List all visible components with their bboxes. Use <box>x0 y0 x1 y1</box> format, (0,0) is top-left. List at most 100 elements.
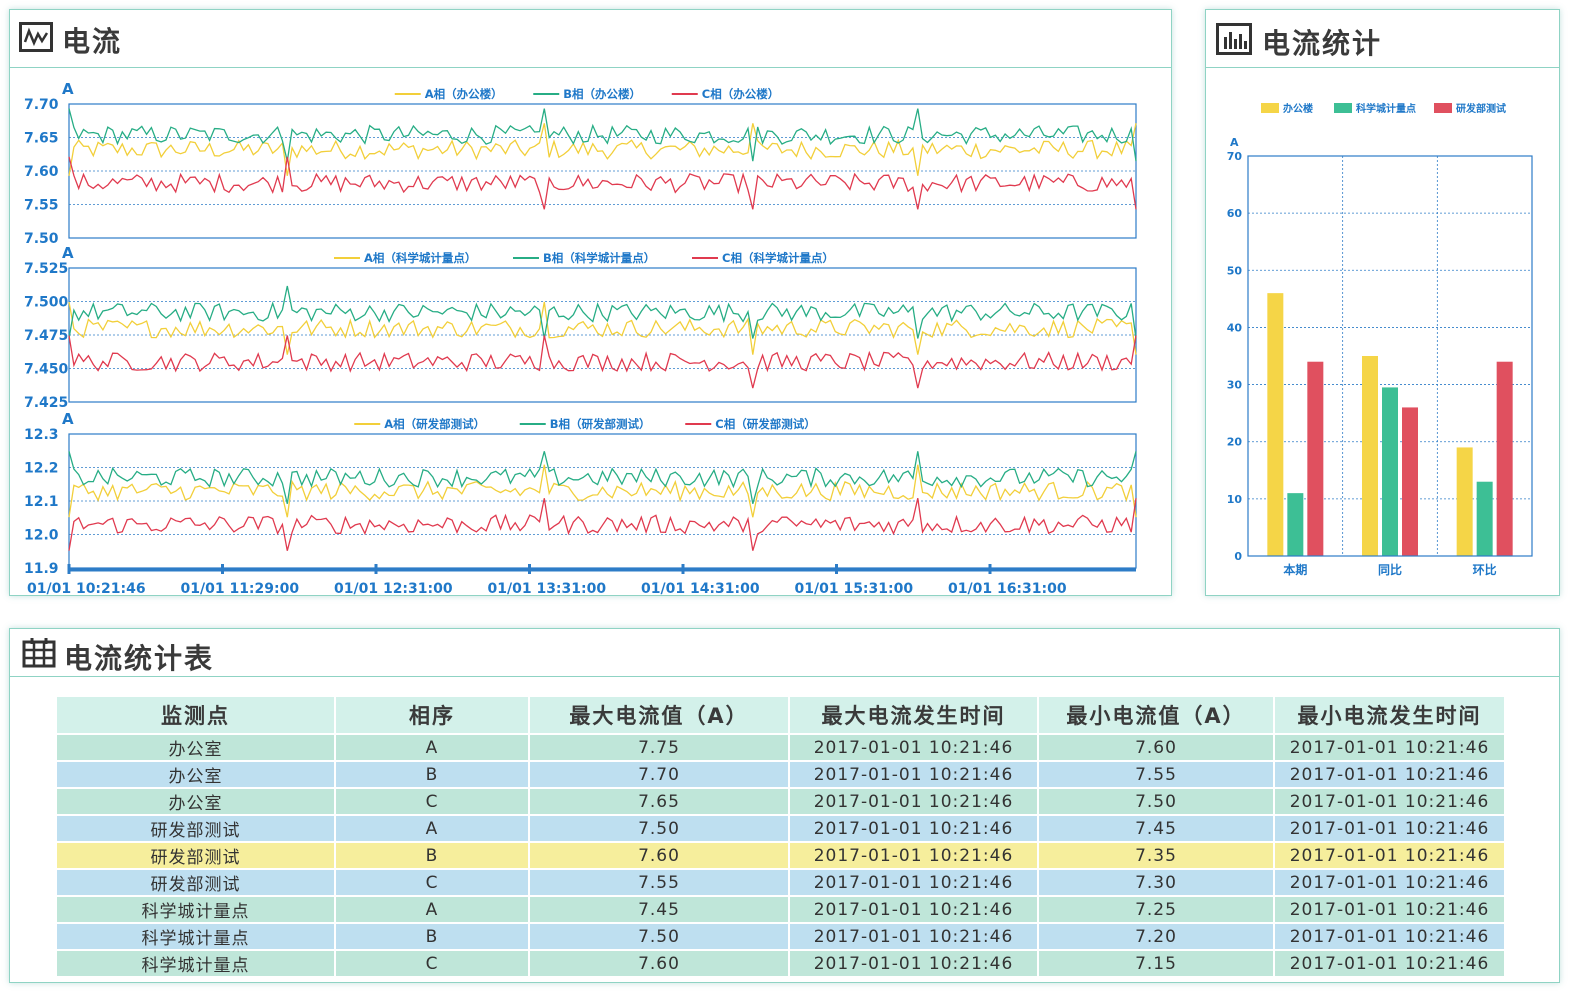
cell-phase: C <box>335 868 530 896</box>
cell-phase: C <box>335 787 530 815</box>
cell-monitor-point: 科学城计量点 <box>57 922 336 950</box>
chart-legend: A相（科学城计量点） B相（科学城计量点） C相（科学城计量点） <box>334 251 834 265</box>
cell-monitor-point: 科学城计量点 <box>57 895 336 923</box>
cell-max-current: 7.50 <box>529 814 790 842</box>
legend-label: C相（科学城计量点） <box>722 251 834 265</box>
cell-min-current: 7.25 <box>1038 895 1275 923</box>
cell-monitor-point: 办公室 <box>57 733 336 761</box>
series-line-c <box>68 156 1137 210</box>
series-line-a <box>68 301 1137 355</box>
bar-chart-icon <box>1216 23 1252 55</box>
table-row: 研发部测试 A 7.50 2017-01-01 10:21:46 7.45 2017-01… <box>57 814 1504 842</box>
series-line-b <box>68 451 1137 504</box>
cell-max-time: 2017-01-01 10:21:46 <box>789 787 1039 815</box>
table-row: 办公室 C 7.65 2017-01-01 10:21:46 7.50 2017-01-0… <box>57 787 1504 815</box>
table-panel-title: 电流统计表 <box>64 642 215 675</box>
y-tick-label: 7.450 <box>24 362 69 378</box>
bar-本期-办公楼 <box>1267 293 1284 556</box>
x-category-label: 环比 <box>1473 562 1497 577</box>
x-tick-label: 01/01 13:31:00 <box>488 581 607 595</box>
cell-monitor-point: 研发部测试 <box>57 841 336 869</box>
line-chart-2: A7.525 7.500 7.475 7.450 7.425 A相（科学城计量点） B相（科… <box>24 244 1137 411</box>
table-panel-header: 电流统计表 <box>10 629 1559 677</box>
y-tick-label: 7.525 <box>24 261 68 277</box>
cell-monitor-point: 办公室 <box>57 760 336 788</box>
y-tick-label: 12.1 <box>24 494 59 510</box>
legend-label: B相（科学城计量点） <box>543 251 655 265</box>
bar-同比-办公楼 <box>1362 356 1378 556</box>
table-icon <box>22 638 56 668</box>
table-row: 研发部测试 C 7.55 2017-01-01 10:21:46 7.30 2017-01… <box>57 868 1504 896</box>
y-tick-label: 7.70 <box>24 97 59 113</box>
header-max-time: 最大电流发生时间 <box>789 697 1039 734</box>
cell-min-current: 7.45 <box>1038 814 1275 842</box>
current-stats-table: 监测点 相序 最大电流值（A） 最大电流发生时间 最小电流值（A） 最小电流发生… <box>57 697 1504 976</box>
cell-max-current: 7.75 <box>529 733 790 761</box>
cell-min-time: 2017-01-01 10:21:46 <box>1274 841 1504 869</box>
table-row: 办公室 A 7.75 2017-01-01 10:21:46 7.60 2017-01-0… <box>57 733 1504 761</box>
cell-max-time: 2017-01-01 10:21:46 <box>789 841 1039 869</box>
y-tick-label: 10 <box>1227 493 1243 506</box>
y-tick-label: 70 <box>1227 150 1243 163</box>
legend-label: B相（研发部测试） <box>550 417 651 431</box>
header-min-time: 最小电流发生时间 <box>1274 697 1504 734</box>
x-tick-mark <box>988 564 992 574</box>
y-tick-label: 11.9 <box>24 561 59 577</box>
cell-min-current: 7.35 <box>1038 841 1275 869</box>
line-chart-3: A12.3 12.2 12.1 12.0 11.9 A相（研发部测试） B相（研发部测试） C… <box>24 410 1137 577</box>
bar-同比-研发部测试 <box>1402 407 1418 556</box>
x-tick-label: 01/01 10:21:46 <box>27 581 146 595</box>
table-row: 办公室 B 7.70 2017-01-01 10:21:46 7.55 2017-01-0… <box>57 760 1504 788</box>
y-unit-label: A <box>62 80 74 98</box>
table-row: 科学城计量点 B 7.50 2017-01-01 10:21:46 7.20 2017-0… <box>57 922 1504 950</box>
y-tick-label: 12.2 <box>24 461 59 477</box>
cell-min-time: 2017-01-01 10:21:46 <box>1274 922 1504 950</box>
cell-max-current: 7.65 <box>529 787 790 815</box>
table-row: 科学城计量点 A 7.45 2017-01-01 10:21:46 7.25 2017-0… <box>57 895 1504 923</box>
legend-label: 办公楼 <box>1283 102 1313 115</box>
cell-phase: C <box>335 949 530 976</box>
cell-max-time: 2017-01-01 10:21:46 <box>789 868 1039 896</box>
cell-max-time: 2017-01-01 10:21:46 <box>789 949 1039 976</box>
cell-min-current: 7.30 <box>1038 868 1275 896</box>
y-tick-label: 7.60 <box>24 164 59 180</box>
y-unit-label: A <box>62 410 74 428</box>
table-row-highlighted[interactable]: 研发部测试 B 7.60 2017-01-01 10:21:46 7.35 2017-01… <box>57 841 1504 869</box>
y-tick-label: 7.500 <box>24 295 69 311</box>
cell-min-current: 7.50 <box>1038 787 1275 815</box>
header-monitor-point: 监测点 <box>57 697 336 734</box>
x-tick-label: 01/01 12:31:00 <box>334 581 453 595</box>
stats-panel-title: 电流统计 <box>1262 27 1383 60</box>
bar-环比-办公楼 <box>1456 447 1473 556</box>
cell-monitor-point: 研发部测试 <box>57 814 336 842</box>
x-tick-label: 01/01 16:31:00 <box>948 581 1067 595</box>
table-panel: 电流统计表 监测点 相序 最大电流值（A） 最大电流发生时间 最小电流值（A） … <box>9 628 1560 983</box>
y-tick-label: 12.3 <box>24 427 59 443</box>
y-tick-label: 7.425 <box>24 395 68 411</box>
x-tick-mark <box>528 564 531 574</box>
y-tick-label: 30 <box>1227 379 1243 392</box>
stats-panel: 电流统计 办公楼 科学城计量点 研发部测试 A 70 60 50 40 30 20 10 0 本期 同比 环… <box>1205 9 1560 596</box>
cell-max-current: 7.60 <box>529 949 790 976</box>
y-tick-label: 7.55 <box>24 198 59 214</box>
bar-环比-科学城计量点 <box>1476 481 1493 556</box>
cell-max-current: 7.45 <box>529 895 790 923</box>
waveform-icon <box>19 22 53 52</box>
cell-phase: B <box>335 922 530 950</box>
legend-label: B相（办公楼） <box>563 87 641 101</box>
cell-min-time: 2017-01-01 10:21:46 <box>1274 760 1504 788</box>
cell-min-current: 7.20 <box>1038 922 1275 950</box>
cell-min-current: 7.55 <box>1038 760 1275 788</box>
cell-max-current: 7.70 <box>529 760 790 788</box>
legend-label: C相（办公楼） <box>702 87 779 101</box>
x-tick-mark <box>835 564 838 574</box>
cell-max-current: 7.55 <box>529 868 790 896</box>
cell-min-time: 2017-01-01 10:21:46 <box>1274 895 1504 923</box>
series-line-b <box>68 108 1137 162</box>
series-line-c <box>68 335 1137 389</box>
y-tick-label: 7.65 <box>24 131 59 147</box>
current-panel: 电流 A 7.70 7.65 7.60 7.55 7.50 A相（办公楼） B相（办公楼） C相… <box>9 9 1172 596</box>
cell-phase: A <box>335 814 530 842</box>
x-tick-mark <box>67 564 71 574</box>
cell-min-time: 2017-01-01 10:21:46 <box>1274 733 1504 761</box>
